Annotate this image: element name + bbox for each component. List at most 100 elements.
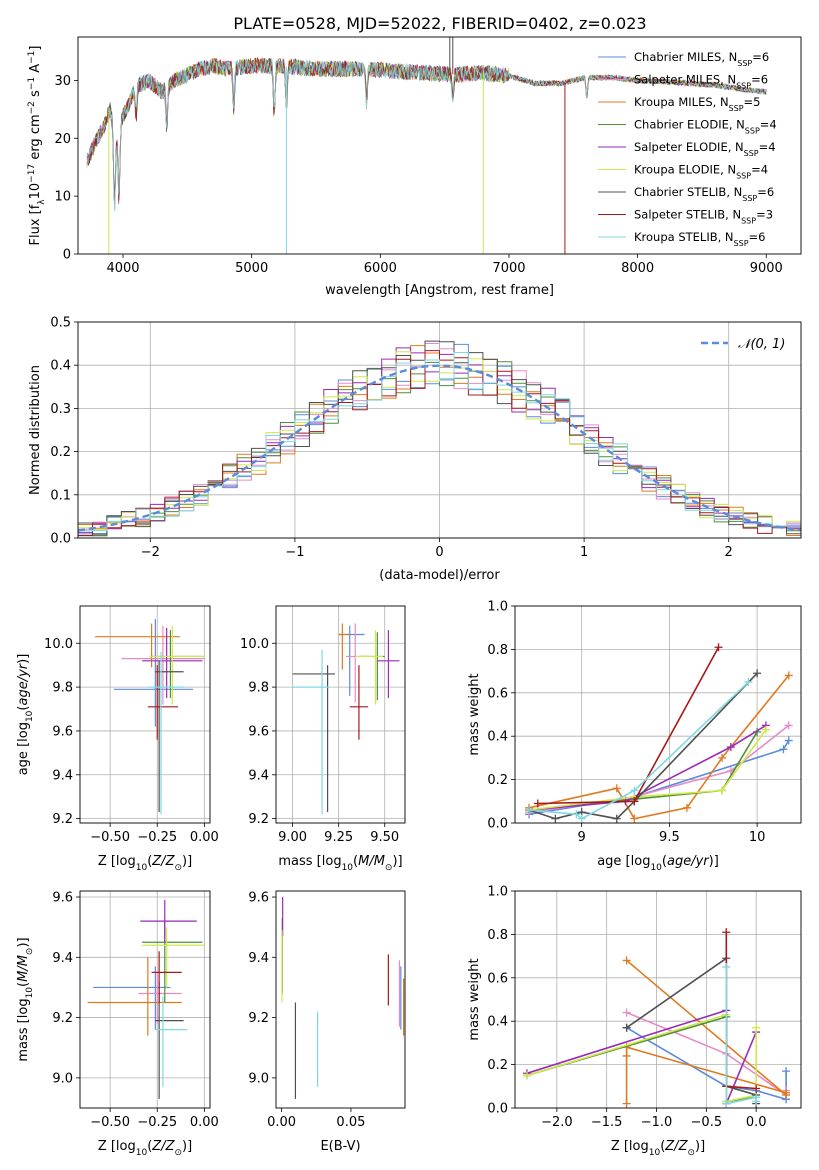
axis-label-part: s [28, 90, 43, 101]
y-tick-label: 10.0 [240, 637, 269, 652]
axis-label-part: 10 [28, 183, 43, 200]
plot-area [515, 606, 801, 823]
plots: 4000 5000 6000 7000 8000 90000102030Chabrier … [16, 36, 802, 1158]
weight-point-marker [753, 669, 762, 678]
x-tick-label: 5000 [235, 261, 268, 276]
legend-label-end: =5 [744, 95, 761, 109]
y-tick-label: 9.4 [248, 768, 269, 783]
y-tick-label: 9.6 [248, 724, 269, 739]
legend-label: Kroupa MILES, NSSP=5 [634, 95, 760, 113]
spectrum-legend: Chabrier MILES, N SSP =6 Salpeter MILES, N S… [598, 50, 777, 248]
y-tick-label: 9.0 [248, 1071, 269, 1086]
x-tick-label: −0.5 [691, 1115, 723, 1130]
legend-label-end: =6 [757, 185, 774, 199]
weight-point-marker [577, 814, 586, 823]
mass-vs-ebv-xlabel: E(B-V) [320, 1139, 360, 1154]
x-tick-label: 0 [435, 545, 443, 560]
spectrum-panel: 4000 5000 6000 7000 8000 9000 0 10 20 30 Chabrier … [27, 36, 802, 298]
legend-label-end: =6 [752, 50, 769, 64]
y-tick-label: 0.8 [487, 928, 508, 943]
axis-label-part: )] [182, 1139, 192, 1154]
weight-point-marker [622, 1099, 631, 1108]
x-tick-label: −1.0 [641, 1115, 673, 1130]
y-tick-label: 1.0 [487, 600, 508, 615]
axis-label-part: Z/Z [664, 1139, 688, 1154]
spectrum-xlabel: wavelength [Angstrom, rest frame] [325, 283, 554, 298]
axis-label-part: ⊙ [174, 863, 182, 873]
weight-point-marker [522, 1071, 531, 1080]
axis-label-part: ( [16, 706, 31, 711]
x-tick-label: 4000 [106, 261, 139, 276]
x-tick-label: −0.25 [137, 830, 177, 845]
weight-line [625, 959, 787, 1104]
y-tick-label: 9.2 [248, 1011, 269, 1026]
histograms [78, 340, 801, 537]
y-tick-label: 9.6 [248, 891, 269, 906]
ticks: 0.00 0.05 9.0 9.2 9.4 9.6 [248, 891, 365, 1130]
weight-point-marker [630, 797, 639, 806]
axis-label-part: ] [28, 46, 43, 51]
weight-point-marker [718, 786, 727, 795]
weight-line [528, 672, 758, 820]
ticks: −0.50 −0.25 0.00 9.2 9.4 9.6 9.8 10.0 [44, 637, 219, 845]
axes-frame [79, 605, 211, 824]
legend-label-end: =6 [751, 73, 768, 87]
x-tick-label: −1 [285, 545, 304, 560]
legend-label-end: =4 [759, 140, 776, 154]
x-tick-label: 9 [578, 830, 586, 845]
grid-lines [276, 606, 405, 823]
weight-point-marker [622, 1008, 631, 1017]
legend-label-end: =4 [760, 118, 777, 132]
legend-label-main: Kroupa ELODIE, N [634, 163, 736, 177]
x-tick-label: 9.5 [659, 830, 680, 845]
legend-label-sub: SSP [736, 171, 751, 180]
error-bars [292, 623, 400, 815]
legend-label-main: Chabrier STELIB, N [634, 185, 742, 199]
weight-point-marker [714, 643, 723, 652]
ticks: 9.00 9.25 9.50 9.2 9.4 9.6 9.8 10.0 [240, 637, 399, 845]
axis-label-part: M/M [16, 955, 31, 982]
weight-point-marker [718, 753, 727, 762]
axis-label-part: mass [log [278, 854, 341, 869]
x-tick-label: −0.25 [137, 1115, 177, 1130]
y-tick-label: 0.2 [487, 773, 508, 788]
y-tick-label: 9.4 [52, 768, 73, 783]
legend-label-end: =4 [751, 163, 768, 177]
y-tick-label: 0.4 [487, 730, 508, 745]
x-tick-label: −2 [141, 545, 160, 560]
axes-frame [77, 321, 802, 539]
grid-lines [80, 606, 210, 823]
axis-label-part: )] [695, 1139, 705, 1154]
y-tick-label: 0.1 [50, 488, 71, 503]
weight-point-marker [533, 799, 542, 808]
axis-label-part: 10 [136, 863, 148, 873]
axis-label-part: M/M [358, 854, 385, 869]
legend-label-main: Kroupa STELIB, N [634, 230, 734, 244]
y-tick-label: 9.8 [52, 681, 73, 696]
residuals-xlabel: (data-model)/error [379, 568, 500, 583]
x-tick-label: 6000 [364, 261, 397, 276]
axis-label: Z [log10(Z/Z⊙)] [98, 854, 192, 873]
axis-label-part: Z/Z [151, 854, 175, 869]
legend-label-sub: SSP [734, 239, 749, 248]
axis-label-part: ⊙ [174, 1148, 182, 1158]
legend-label: Chabrier STELIB, NSSP=6 [634, 185, 774, 203]
legend-label-main: Chabrier MILES, N [634, 50, 737, 64]
legend-label: Salpeter STELIB, NSSP=3 [634, 208, 773, 226]
histogram-step [78, 352, 801, 532]
y-tick-label: 9.6 [52, 724, 73, 739]
y-tick-label: 9.2 [248, 812, 269, 827]
x-tick-label: −2.0 [541, 1115, 573, 1130]
x-tick-label: −0.50 [90, 1115, 130, 1130]
error-bars [95, 619, 205, 815]
x-tick-label: −0.50 [90, 830, 130, 845]
y-tick-label: 1.0 [487, 885, 508, 900]
weight-point-marker [752, 1023, 761, 1032]
axis-label-part: ( [147, 1139, 152, 1154]
weight-point-marker [525, 805, 534, 814]
ticks: 4000 5000 6000 7000 8000 9000 0 10 20 30 [54, 74, 782, 276]
weight-point-marker [761, 725, 770, 734]
spectrum-lines [86, 37, 767, 254]
axis-label-part: )] [392, 854, 402, 869]
legend-label-main: Salpeter MILES, N [634, 73, 736, 87]
